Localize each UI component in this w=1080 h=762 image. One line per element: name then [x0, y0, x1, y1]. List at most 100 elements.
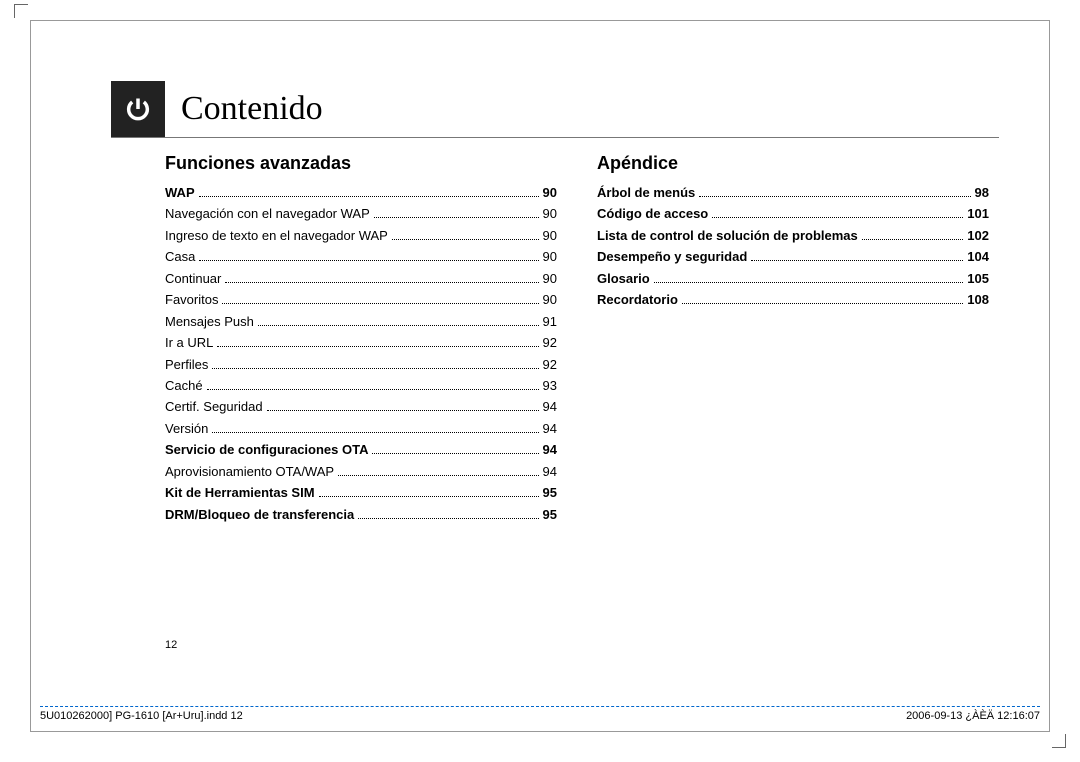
toc-row: Recordatorio 108 [597, 289, 989, 310]
toc-leader-dots [682, 293, 963, 305]
toc-row: Mensajes Push 91 [165, 311, 557, 332]
toc-label: Casa [165, 246, 195, 267]
toc-row: Lista de control de solución de problema… [597, 225, 989, 246]
toc-row: Ir a URL 92 [165, 332, 557, 353]
toc-row: Caché 93 [165, 375, 557, 396]
toc-page: 102 [967, 225, 989, 246]
footer-right: 2006-09-13 ¿ÀÈÄ 12:16:07 [906, 710, 1040, 722]
footer-left: 5U010262000] PG-1610 [Ar+Uru].indd 12 [40, 710, 243, 722]
toc-label: Servicio de configuraciones OTA [165, 439, 368, 460]
toc-leader-dots [267, 400, 539, 412]
footer-bar: 5U010262000] PG-1610 [Ar+Uru].indd 12 20… [40, 706, 1040, 722]
toc-row: Aprovisionamiento OTA/WAP 94 [165, 461, 557, 482]
toc-row: Versión 94 [165, 418, 557, 439]
toc-leader-dots [258, 314, 539, 326]
page-border: Contenido Funciones avanzadas WAP90Naveg… [30, 20, 1050, 732]
left-column: Funciones avanzadas WAP90Navegación con … [165, 153, 557, 525]
toc-page: 105 [967, 268, 989, 289]
toc-label: Perfiles [165, 354, 208, 375]
toc-leader-dots [654, 271, 964, 283]
toc-leader-dots [392, 228, 539, 240]
toc-label: Certif. Seguridad [165, 396, 263, 417]
toc-label: Continuar [165, 268, 221, 289]
toc-label: Glosario [597, 268, 650, 289]
toc-row: Kit de Herramientas SIM 95 [165, 482, 557, 503]
toc-page: 95 [543, 504, 557, 525]
toc-leader-dots [862, 228, 964, 240]
tab-dark-block [111, 81, 165, 137]
toc-page: 90 [543, 289, 557, 310]
toc-label: Código de acceso [597, 203, 708, 224]
toc-label: Ingreso de texto en el navegador WAP [165, 225, 388, 246]
toc-page: 90 [543, 246, 557, 267]
power-icon [124, 95, 152, 123]
toc-page: 90 [543, 225, 557, 246]
toc-row: Servicio de configuraciones OTA 94 [165, 439, 557, 460]
toc-page: 92 [543, 332, 557, 353]
right-heading: Apéndice [597, 153, 989, 174]
toc-row: Navegación con el navegador WAP 90 [165, 203, 557, 224]
toc-page: 90 [543, 203, 557, 224]
toc-page: 98 [975, 182, 989, 203]
toc-label: Aprovisionamiento OTA/WAP [165, 461, 334, 482]
toc-label: Ir a URL [165, 332, 213, 353]
toc-page: 101 [967, 203, 989, 224]
title-tab: Contenido [111, 81, 323, 137]
toc-page: 94 [543, 396, 557, 417]
toc-page: 94 [543, 418, 557, 439]
toc-page: 108 [967, 289, 989, 310]
toc-label: DRM/Bloqueo de transferencia [165, 504, 354, 525]
crop-mark-bottom-right [1052, 734, 1066, 748]
toc-leader-dots [207, 378, 539, 390]
title-rule [111, 137, 999, 138]
left-heading: Funciones avanzadas [165, 153, 557, 174]
toc-leader-dots [212, 421, 538, 433]
toc-leader-dots [699, 185, 970, 197]
toc-page: 104 [967, 246, 989, 267]
toc-leader-dots [319, 485, 539, 497]
toc-label: Navegación con el navegador WAP [165, 203, 370, 224]
toc-page: 92 [543, 354, 557, 375]
toc-leader-dots [372, 443, 538, 455]
toc-leader-dots [199, 185, 539, 197]
crop-mark-top-left [14, 4, 28, 18]
toc-label: Kit de Herramientas SIM [165, 482, 315, 503]
toc-leader-dots [374, 207, 539, 219]
toc-page: 93 [543, 375, 557, 396]
toc-leader-dots [225, 271, 538, 283]
toc-leader-dots [751, 250, 963, 262]
toc-row: Certif. Seguridad 94 [165, 396, 557, 417]
toc-row: Ingreso de texto en el navegador WAP 90 [165, 225, 557, 246]
toc-label: Caché [165, 375, 203, 396]
toc-label: Mensajes Push [165, 311, 254, 332]
toc-leader-dots [222, 293, 538, 305]
toc-leader-dots [712, 207, 963, 219]
toc-row: Desempeño y seguridad 104 [597, 246, 989, 267]
toc-row: Favoritos 90 [165, 289, 557, 310]
toc-leader-dots [212, 357, 538, 369]
toc-label: WAP [165, 182, 195, 203]
toc-leader-dots [217, 335, 538, 347]
toc-row: Continuar 90 [165, 268, 557, 289]
toc-page: 95 [543, 482, 557, 503]
toc-page: 91 [543, 311, 557, 332]
toc-page: 94 [543, 439, 557, 460]
toc-label: Desempeño y seguridad [597, 246, 747, 267]
toc-label: Versión [165, 418, 208, 439]
toc-label: Árbol de menús [597, 182, 695, 203]
toc-row: DRM/Bloqueo de transferencia 95 [165, 504, 557, 525]
toc-label: Favoritos [165, 289, 218, 310]
toc-page: 90 [543, 268, 557, 289]
toc-leader-dots [358, 507, 538, 519]
toc-row: Código de acceso 101 [597, 203, 989, 224]
toc-label: Recordatorio [597, 289, 678, 310]
page-title: Contenido [165, 90, 323, 128]
toc-row: WAP90 [165, 182, 557, 203]
toc-leader-dots [199, 250, 538, 262]
toc-page: 94 [543, 461, 557, 482]
toc-leader-dots [338, 464, 538, 476]
page-number: 12 [165, 639, 177, 651]
toc-row: Casa 90 [165, 246, 557, 267]
toc-columns: Funciones avanzadas WAP90Navegación con … [165, 153, 989, 525]
toc-row: Glosario 105 [597, 268, 989, 289]
